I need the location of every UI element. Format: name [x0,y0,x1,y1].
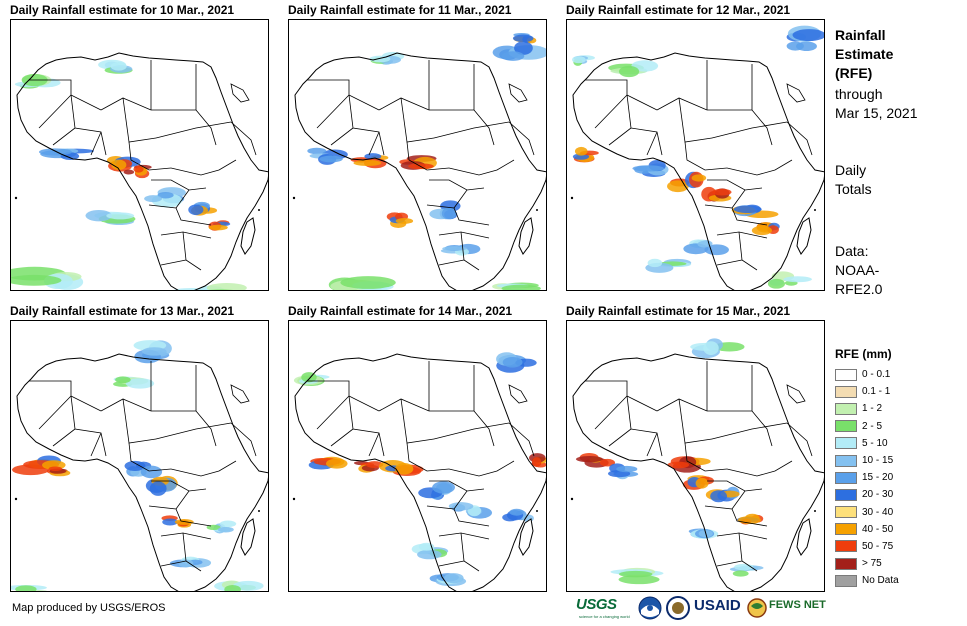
data-source-line: RFE2.0 [835,281,883,297]
legend-swatch [835,368,857,381]
totals-line: Totals [835,181,872,197]
legend-label: No Data [862,575,899,587]
data-source-line: NOAA- [835,262,880,278]
totals-type: Daily Totals [835,161,955,199]
legend-item: No Data [835,572,955,589]
rainfall-map [288,19,547,291]
usaid-logo-text: USAID [694,597,741,614]
usgs-logo: USGS science for a changing world [576,594,636,622]
legend-swatch [835,540,857,553]
legend-item: 20 - 30 [835,486,955,503]
legend-swatch [835,454,857,467]
legend-item: 1 - 2 [835,400,955,417]
legend-item: > 75 [835,555,955,572]
product-title-line: Rainfall [835,27,886,43]
fews-logo-text: FEWS NET [769,599,826,611]
legend-item: 2 - 5 [835,418,955,435]
legend-swatch [835,385,857,398]
legend-item: 50 - 75 [835,538,955,555]
usgs-tagline: science for a changing world [579,614,630,619]
legend-item: 0 - 0.1 [835,366,955,383]
fews-globe-icon [747,598,767,618]
africa-map [289,20,546,290]
data-source-line: Data: [835,243,869,259]
product-title-line: (RFE) [835,65,873,81]
legend-item: 30 - 40 [835,504,955,521]
rainfall-map [566,19,825,291]
data-source: Data: NOAA- RFE2.0 [835,242,955,299]
africa-map [289,321,546,591]
legend-title: RFE (mm) [835,347,892,361]
panel-title: Daily Rainfall estimate for 12 Mar., 202… [566,3,791,17]
legend-item: 5 - 10 [835,435,955,452]
legend-label: > 75 [862,558,882,570]
legend-swatch [835,574,857,587]
africa-map [11,321,268,591]
legend-item: 40 - 50 [835,521,955,538]
legend-label: 40 - 50 [862,523,894,535]
legend-label: 15 - 20 [862,472,894,484]
map-credit: Map produced by USGS/EROS [12,602,166,614]
legend-item: 10 - 15 [835,452,955,469]
africa-map [567,20,824,290]
legend-label: 30 - 40 [862,506,894,518]
legend-swatch [835,523,857,536]
legend: 0 - 0.1 0.1 - 1 1 - 2 2 - 5 5 - 10 10 - 15 15 … [835,366,955,589]
legend-swatch [835,471,857,484]
legend-swatch [835,437,857,450]
through-label: through [835,86,883,102]
through-date-value: Mar 15, 2021 [835,105,918,121]
through-date: through Mar 15, 2021 [835,85,955,123]
rainfall-map [566,320,825,592]
africa-map [11,20,268,290]
panel-title: Daily Rainfall estimate for 10 Mar., 202… [10,3,235,17]
panel-title: Daily Rainfall estimate for 11 Mar., 202… [288,3,512,17]
legend-label: 2 - 5 [862,420,883,432]
legend-swatch [835,506,857,519]
usgs-logo-text: USGS [576,596,617,613]
legend-item: 0.1 - 1 [835,383,955,400]
panel-title: Daily Rainfall estimate for 15 Mar., 202… [566,304,791,318]
legend-label: 0.1 - 1 [862,386,891,398]
partner-logos: USGS science for a changing world USAID … [576,594,826,622]
noaa-logo-icon [638,596,662,620]
legend-label: 10 - 15 [862,455,894,467]
legend-swatch [835,402,857,415]
panel-title: Daily Rainfall estimate for 14 Mar., 202… [288,304,513,318]
panel-title: Daily Rainfall estimate for 13 Mar., 202… [10,304,235,318]
product-title: Rainfall Estimate (RFE) [835,26,945,83]
rainfall-map [288,320,547,592]
rainfall-map [10,19,269,291]
legend-swatch [835,488,857,501]
rainfall-map [10,320,269,592]
legend-swatch [835,557,857,570]
legend-label: 1 - 2 [862,403,883,415]
africa-map [567,321,824,591]
totals-line: Daily [835,162,867,178]
product-title-line: Estimate [835,46,894,62]
legend-label: 20 - 30 [862,489,894,501]
legend-item: 15 - 20 [835,469,955,486]
legend-label: 50 - 75 [862,540,894,552]
legend-label: 5 - 10 [862,437,888,449]
legend-label: 0 - 0.1 [862,369,891,381]
seal-logo-icon [666,596,690,620]
legend-swatch [835,420,857,433]
